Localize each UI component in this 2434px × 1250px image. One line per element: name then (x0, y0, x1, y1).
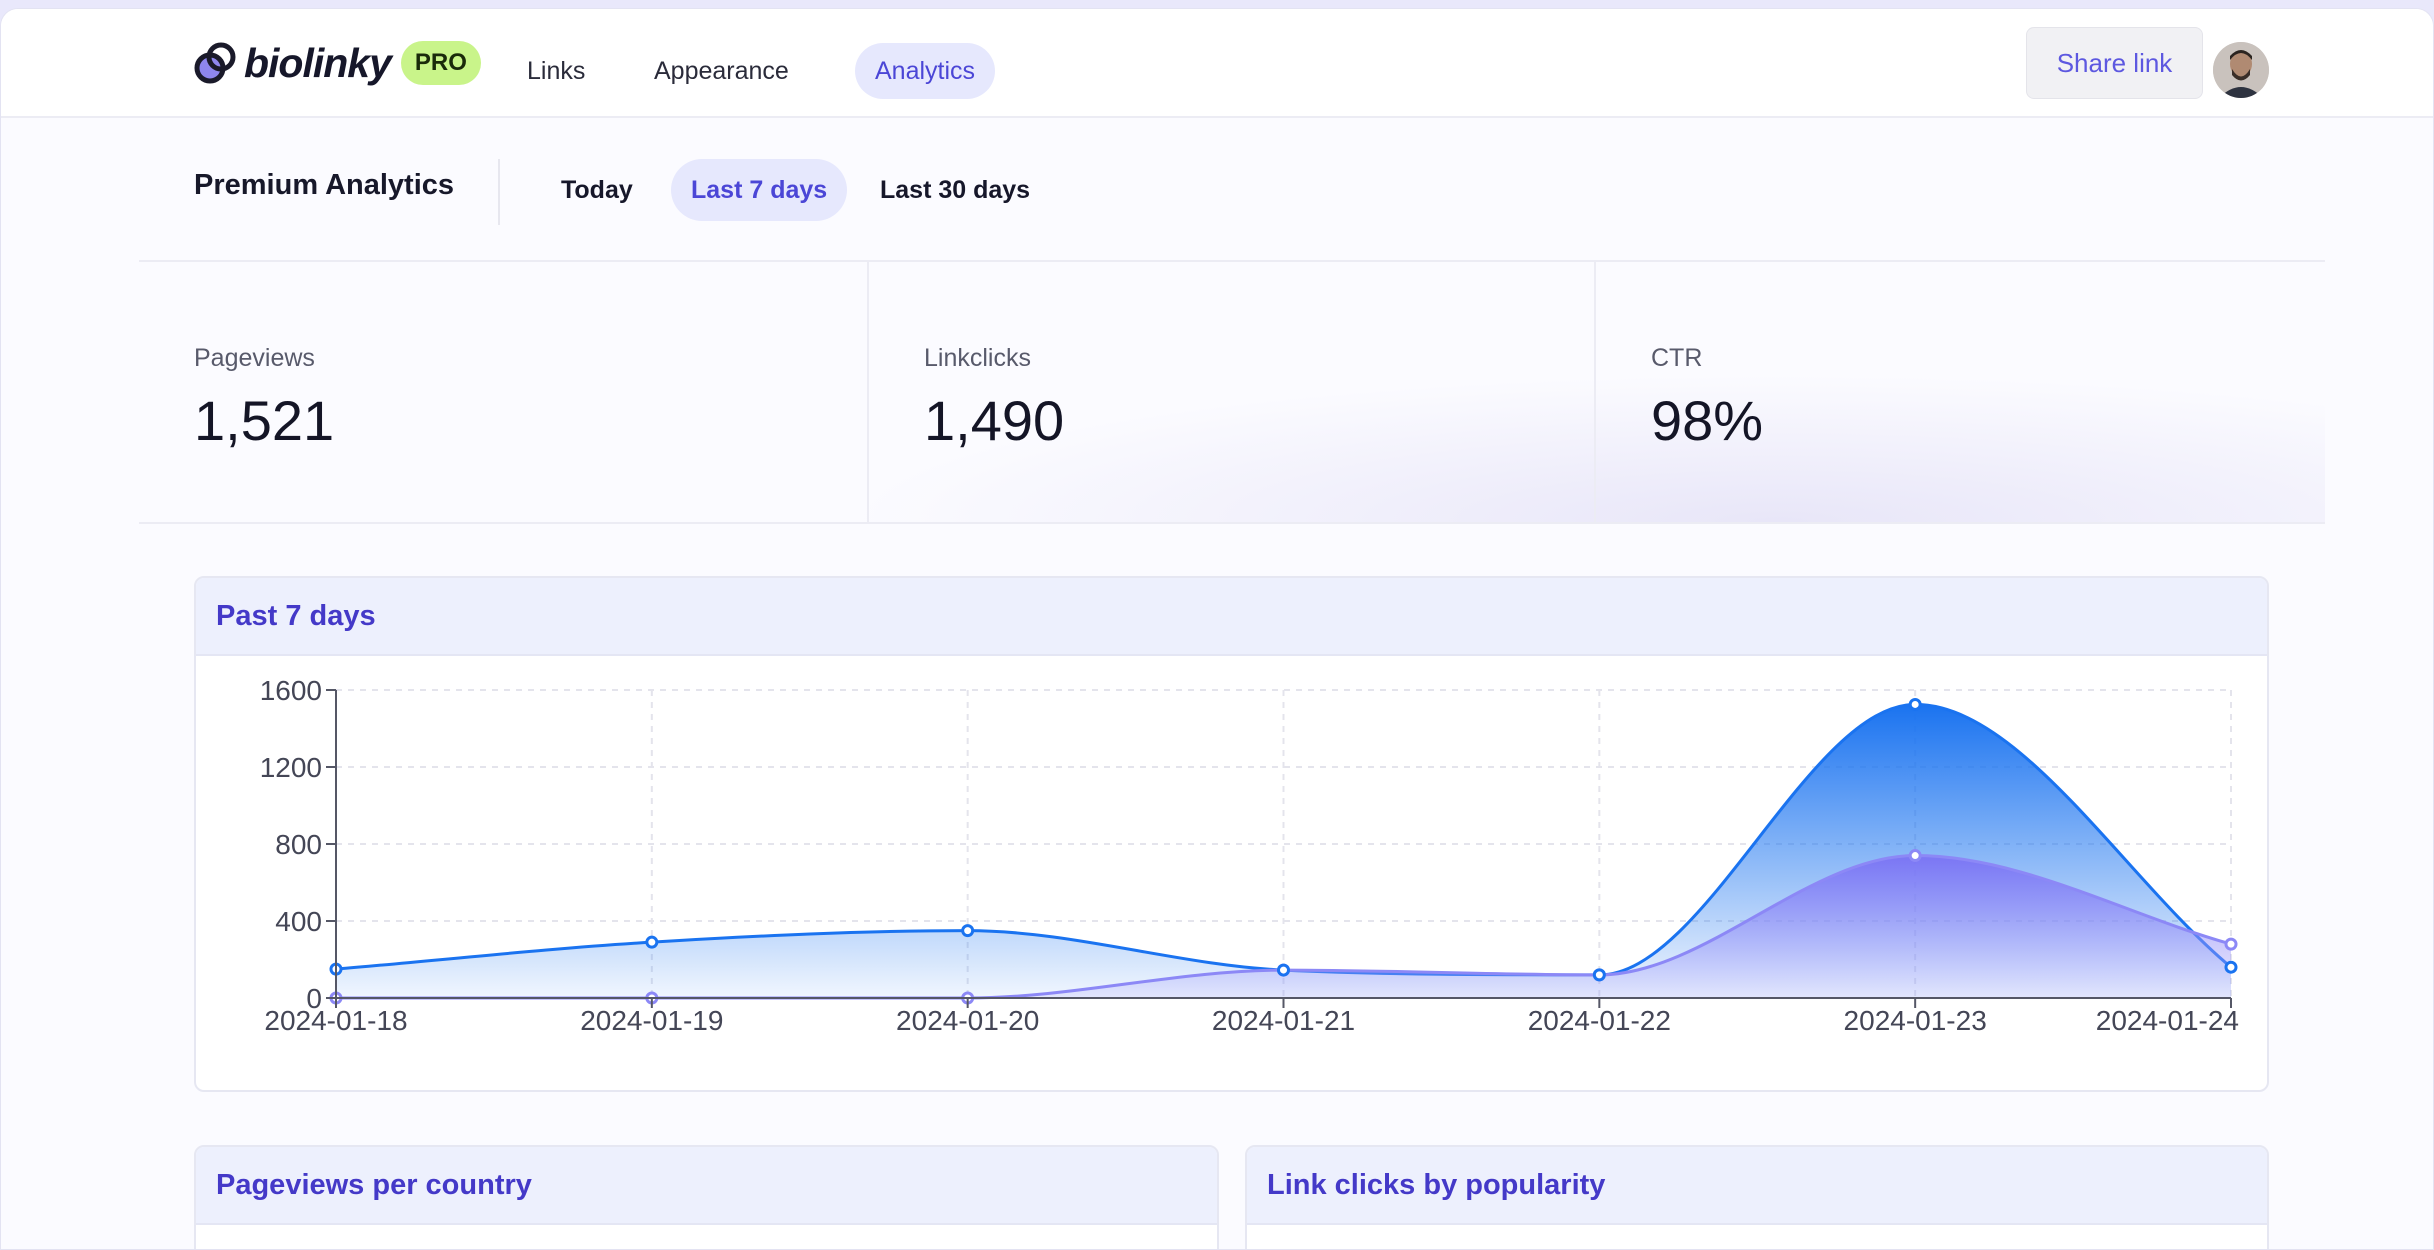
stat-label: CTR (1651, 344, 1703, 372)
tab-today[interactable]: Today (561, 176, 633, 204)
data-point (1908, 849, 1922, 863)
x-tick-label: 2024-01-18 (264, 1005, 407, 1036)
y-tick-label: 1600 (260, 675, 322, 706)
share-link-button[interactable]: Share link (2026, 27, 2203, 99)
x-tick-label: 2024-01-20 (896, 1005, 1039, 1036)
x-tick-label: 2024-01-21 (1212, 1005, 1355, 1036)
stat-label: Pageviews (194, 344, 315, 372)
series-area-2 (336, 855, 2231, 998)
data-point (1908, 697, 1922, 711)
pro-badge: PRO (400, 41, 481, 85)
tab-last-30-days[interactable]: Last 30 days (880, 176, 1031, 204)
data-point (1277, 963, 1290, 977)
area-chart: 0 400 800 1200 1600 2024-01-18 2024-01-19 2024-… (260, 675, 2239, 1036)
stats-panel: Pageviews 1,521 Linkclicks 1,490 CTR 98% (139, 260, 2325, 524)
brand-logo[interactable]: biolinky PRO (194, 39, 481, 87)
x-tick-label: 2024-01-19 (580, 1005, 723, 1036)
stat-linkclicks: Linkclicks 1,490 (867, 262, 1596, 522)
divider (498, 159, 500, 225)
y-tick-label: 400 (275, 906, 322, 937)
y-tick-label: 1200 (260, 752, 322, 783)
page-title: Premium Analytics (194, 169, 455, 201)
user-avatar-icon (2213, 42, 2269, 98)
logo-icon (194, 41, 238, 85)
y-tick-label: 800 (275, 829, 322, 860)
stat-pageviews: Pageviews 1,521 (139, 262, 867, 522)
stat-value: 1,490 (924, 389, 1065, 452)
chart-card: Past 7 days 0 400 800 1200 1600 2024-01-18 202… (194, 576, 2269, 1092)
stat-value: 98% (1651, 389, 1764, 452)
country-card-title: Pageviews per country (196, 1147, 1217, 1225)
chart-card-title: Past 7 days (196, 578, 2267, 656)
app-page: biolinky PRO Links Appearance Analytics … (0, 8, 2434, 1250)
data-point (645, 935, 659, 949)
data-point (2224, 960, 2238, 974)
data-point (961, 924, 975, 938)
stat-label: Linkclicks (924, 344, 1031, 372)
x-tick-label: 2024-01-22 (1528, 1005, 1671, 1036)
y-tick-label: 0 (306, 983, 322, 1014)
stat-value: 1,521 (194, 389, 335, 452)
x-tick-label: 2024-01-23 (1844, 1005, 1987, 1036)
nav-link-links[interactable]: Links (527, 57, 586, 85)
country-card: Pageviews per country (194, 1145, 1219, 1249)
tab-last-7-days[interactable]: Last 7 days (671, 159, 848, 221)
avatar[interactable] (2213, 42, 2269, 98)
popularity-card: Link clicks by popularity (1245, 1145, 2269, 1249)
chart-axes: 0 400 800 1200 1600 2024-01-18 2024-01-19 2024-… (260, 675, 2239, 1036)
stat-ctr: CTR 98% (1594, 262, 2325, 522)
data-point (2224, 937, 2238, 951)
nav-link-appearance[interactable]: Appearance (654, 57, 789, 85)
popularity-card-title: Link clicks by popularity (1247, 1147, 2267, 1225)
data-point (1592, 968, 1606, 982)
x-tick-label: 2024-01-24 (2096, 1005, 2239, 1036)
nav-link-analytics[interactable]: Analytics (855, 43, 996, 99)
top-nav: biolinky PRO Links Appearance Analytics … (1, 9, 2433, 118)
brand-name: biolinky (244, 39, 392, 86)
